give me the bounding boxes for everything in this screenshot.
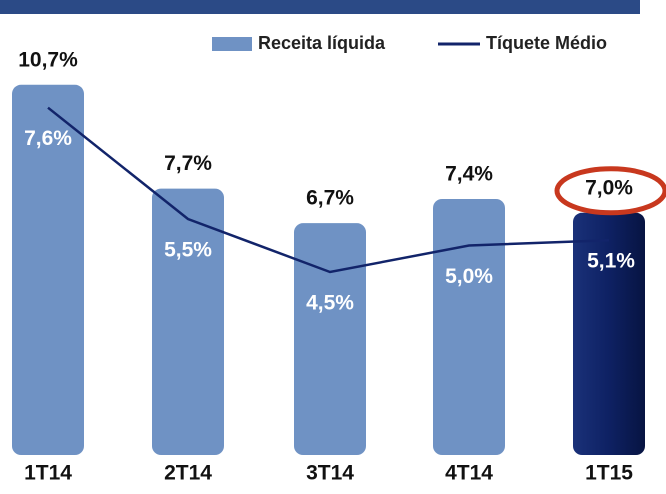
value-label: 5,1% xyxy=(587,250,635,273)
value-label: 7,7% xyxy=(164,152,212,175)
value-label: 7,4% xyxy=(445,163,493,186)
x-tick-label: 4T14 xyxy=(445,462,493,485)
x-tick-label: 1T15 xyxy=(585,462,633,485)
legend: Receita líquida Tíquete Médio xyxy=(212,33,607,53)
bar xyxy=(152,188,224,455)
value-label: 4,5% xyxy=(306,292,354,315)
value-label: 6,7% xyxy=(306,187,354,210)
header-strip xyxy=(0,0,640,14)
bar xyxy=(12,84,84,455)
x-tick-label: 1T14 xyxy=(24,462,72,485)
x-tick-label: 2T14 xyxy=(164,462,212,485)
bar xyxy=(294,223,366,455)
value-label: 7,0% xyxy=(585,176,633,199)
value-label: 5,5% xyxy=(164,239,212,262)
line xyxy=(47,106,610,274)
value-label: 10,7% xyxy=(18,48,78,71)
legend-swatch xyxy=(212,37,252,51)
x-tick-label: 3T14 xyxy=(306,462,354,485)
value-label: 5,0% xyxy=(445,265,493,288)
legend-label: Tíquete Médio xyxy=(486,33,607,53)
bar xyxy=(573,212,645,455)
legend-label: Receita líquida xyxy=(258,33,386,53)
highlight-ring xyxy=(554,166,666,216)
value-label: 7,6% xyxy=(24,127,72,150)
bar xyxy=(433,198,505,455)
